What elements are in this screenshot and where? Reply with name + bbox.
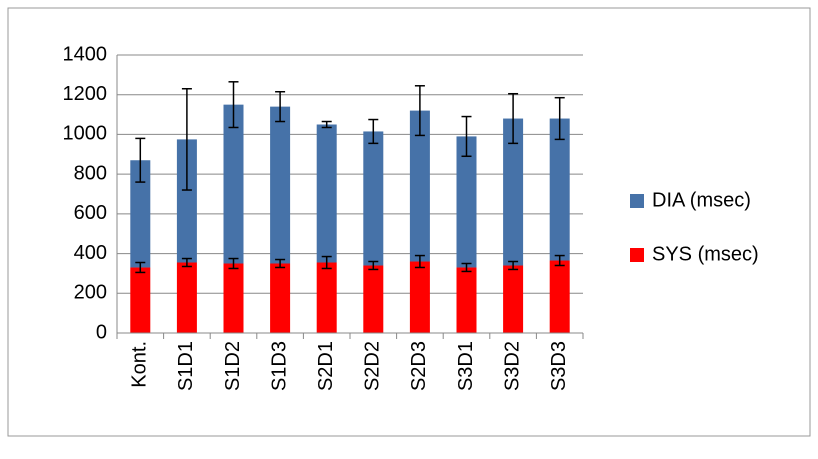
error-bar	[461, 115, 472, 158]
x-tick-label: S3D2	[501, 341, 523, 391]
bar-segment	[503, 265, 524, 333]
error-bar	[275, 90, 286, 123]
bar-segment	[409, 110, 430, 262]
x-tick-label: S2D3	[408, 341, 430, 391]
y-tick-label: 1200	[63, 83, 108, 105]
error-bar	[368, 118, 379, 145]
bar-segment	[503, 118, 524, 266]
error-bar	[554, 96, 565, 141]
bar-segment	[270, 263, 291, 333]
x-tick-label: S1D1	[175, 341, 197, 391]
bar-segment	[363, 265, 384, 333]
x-tick-label: Kont.	[129, 341, 151, 388]
y-tick-label: 1400	[63, 43, 108, 65]
error-bar	[554, 254, 565, 267]
error-bar	[135, 261, 146, 274]
bar-segment	[456, 136, 477, 268]
bar-segment	[549, 118, 570, 261]
bar-segment	[176, 139, 197, 263]
bar-segment	[130, 160, 151, 268]
y-tick-label: 0	[96, 321, 107, 343]
error-bar	[461, 262, 472, 273]
x-tick-label: S2D2	[362, 341, 384, 391]
error-bar	[321, 120, 332, 129]
x-tick-label: S3D1	[455, 341, 477, 391]
error-bar	[414, 85, 425, 137]
error-bar	[275, 258, 286, 269]
bar-segment	[130, 267, 151, 333]
legend-label: SYS (msec)	[652, 243, 759, 265]
y-tick-label: 600	[74, 202, 107, 224]
bar-segment	[176, 262, 197, 333]
bar-segment	[223, 263, 244, 333]
bar-segment	[363, 131, 384, 266]
error-bar	[135, 137, 146, 183]
error-bar	[181, 257, 192, 268]
x-tick-label: S2D1	[315, 341, 337, 391]
legend-swatch	[630, 248, 644, 262]
error-bar	[321, 255, 332, 270]
error-bar	[228, 81, 239, 129]
y-tick-label: 200	[74, 282, 107, 304]
y-tick-label: 400	[74, 242, 107, 264]
bar-segment	[223, 104, 244, 264]
bar-segment	[409, 261, 430, 333]
bar-segment	[316, 124, 337, 263]
x-tick-label: S3D3	[548, 341, 570, 391]
error-bar	[181, 88, 192, 191]
legend-swatch	[630, 194, 644, 208]
x-tick-label: S1D2	[222, 341, 244, 391]
bar-segment	[316, 262, 337, 333]
legend-label: DIA (msec)	[652, 189, 751, 211]
error-bar	[508, 92, 519, 145]
error-bar	[414, 254, 425, 269]
y-tick-label: 800	[74, 162, 107, 184]
error-bar	[508, 260, 519, 271]
error-bar	[368, 260, 379, 271]
x-tick-label: S1D3	[268, 341, 290, 391]
bar-segment	[549, 260, 570, 333]
bar-segment	[456, 267, 477, 333]
error-bar	[228, 257, 239, 270]
y-tick-label: 1000	[63, 123, 108, 145]
bar-segment	[270, 106, 291, 264]
